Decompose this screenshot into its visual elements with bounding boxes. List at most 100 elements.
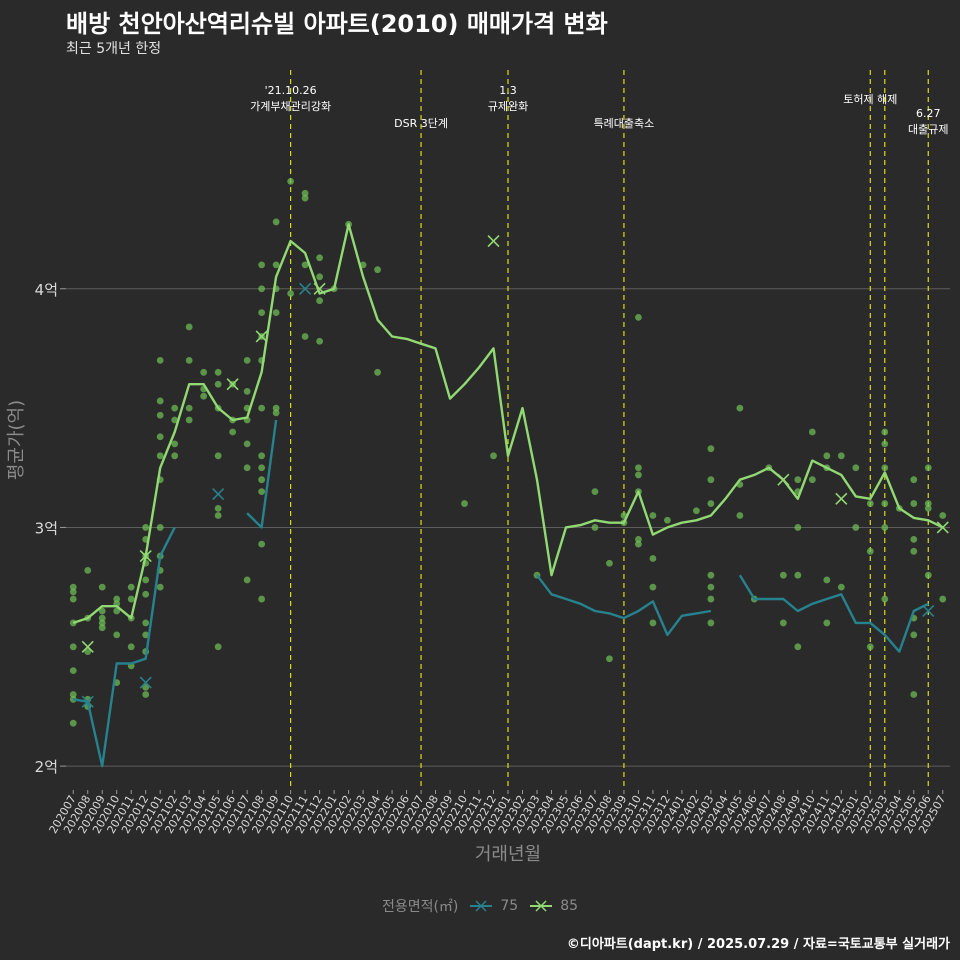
transaction-point (113, 607, 121, 615)
transaction-point (214, 643, 222, 651)
transaction-point (301, 261, 309, 269)
y-tick-label: 2억 (35, 758, 58, 776)
transaction-point (461, 500, 468, 507)
transaction-point (214, 368, 222, 376)
transaction-point (707, 476, 715, 484)
transaction-point (243, 356, 251, 364)
transaction-point (301, 194, 309, 202)
transaction-point (316, 254, 324, 262)
marker-75 (139, 676, 152, 689)
transaction-point (852, 464, 860, 472)
transaction-point (490, 452, 497, 460)
y-tick-label: 3억 (35, 519, 58, 537)
transaction-point (69, 583, 77, 591)
transaction-point (98, 614, 106, 622)
transaction-point (374, 368, 381, 376)
transaction-point (142, 524, 150, 531)
transaction-point (794, 476, 802, 484)
transaction-point (142, 619, 150, 627)
marker-75 (81, 695, 94, 708)
policy-label: 1.3 (499, 84, 517, 97)
transaction-point (852, 524, 860, 531)
transaction-point (243, 440, 251, 448)
transaction-point (258, 476, 266, 484)
transaction-point (316, 297, 324, 305)
transaction-point (258, 309, 266, 317)
transaction-point (736, 512, 744, 519)
transaction-point (287, 290, 295, 297)
series-line-75 (73, 419, 929, 768)
transaction-point (794, 524, 802, 531)
transaction-point (707, 619, 715, 627)
transaction-point (606, 559, 613, 567)
transaction-point (939, 595, 947, 603)
transaction-point (301, 189, 309, 197)
policy-label: 토허제 해제 (843, 92, 897, 106)
transaction-point (736, 404, 744, 412)
y-tick-label: 4억 (35, 281, 58, 299)
transaction-point (649, 583, 657, 591)
transaction-point (635, 313, 642, 321)
transaction-point (779, 571, 787, 579)
transaction-point (823, 619, 831, 627)
marker-85 (487, 234, 500, 248)
policy-label: 가계부채관리강화 (250, 100, 331, 113)
transaction-point (866, 643, 874, 651)
transaction-point (707, 595, 715, 603)
transaction-point (606, 655, 613, 663)
marker-85 (255, 330, 268, 343)
transaction-point (142, 631, 150, 639)
marker-75 (922, 604, 935, 618)
transaction-point (69, 588, 77, 596)
policy-label: 규제완화 (488, 100, 528, 113)
transaction-point (374, 266, 381, 274)
transaction-point (214, 512, 222, 519)
transaction-point (185, 404, 193, 412)
transaction-point (214, 452, 222, 460)
transaction-point (142, 683, 150, 691)
transaction-point (881, 500, 889, 507)
legend-swatch-85 (530, 900, 553, 912)
y-axis: 2억 3억 4억 (35, 281, 66, 776)
transaction-point (98, 619, 106, 627)
policy-label: 특례대출축소 (594, 117, 655, 130)
transaction-point (142, 691, 150, 698)
transaction-point (301, 333, 309, 340)
transaction-point (98, 607, 106, 615)
marker-85 (226, 378, 239, 391)
legend: 전용면적(㎡) 75 85 (0, 896, 960, 916)
transaction-point (229, 428, 237, 436)
series-lines (72, 223, 944, 768)
marker-85 (313, 282, 326, 295)
transaction-point (649, 555, 657, 562)
transaction-point (707, 583, 715, 591)
transaction-point (794, 643, 802, 651)
transaction-point (156, 452, 164, 460)
transaction-point (272, 218, 280, 226)
marker-85 (777, 473, 790, 486)
transaction-point (272, 261, 280, 269)
transaction-point (185, 416, 193, 424)
chart-subtitle: 최근 5개년 한정 (66, 41, 162, 57)
transaction-point (171, 404, 179, 412)
y-axis-title: 평균가(억) (6, 400, 27, 480)
transaction-point (692, 507, 700, 515)
transaction-point (258, 595, 266, 603)
transaction-point (881, 428, 889, 436)
transaction-point (910, 631, 918, 639)
legend-swatch-75 (470, 900, 493, 912)
transaction-point (707, 445, 715, 453)
transaction-point (258, 285, 266, 293)
policy-label: '21.10.26 (265, 84, 317, 97)
transaction-point (591, 488, 599, 496)
transaction-point (171, 452, 179, 460)
transaction-point (866, 500, 874, 507)
transaction-point (258, 464, 266, 472)
transaction-point (924, 464, 932, 472)
transaction-point (200, 368, 208, 376)
transaction-point (185, 356, 193, 364)
transaction-point (156, 524, 164, 531)
transaction-point (69, 595, 77, 603)
transaction-point (214, 504, 222, 512)
transaction-point (316, 273, 324, 281)
